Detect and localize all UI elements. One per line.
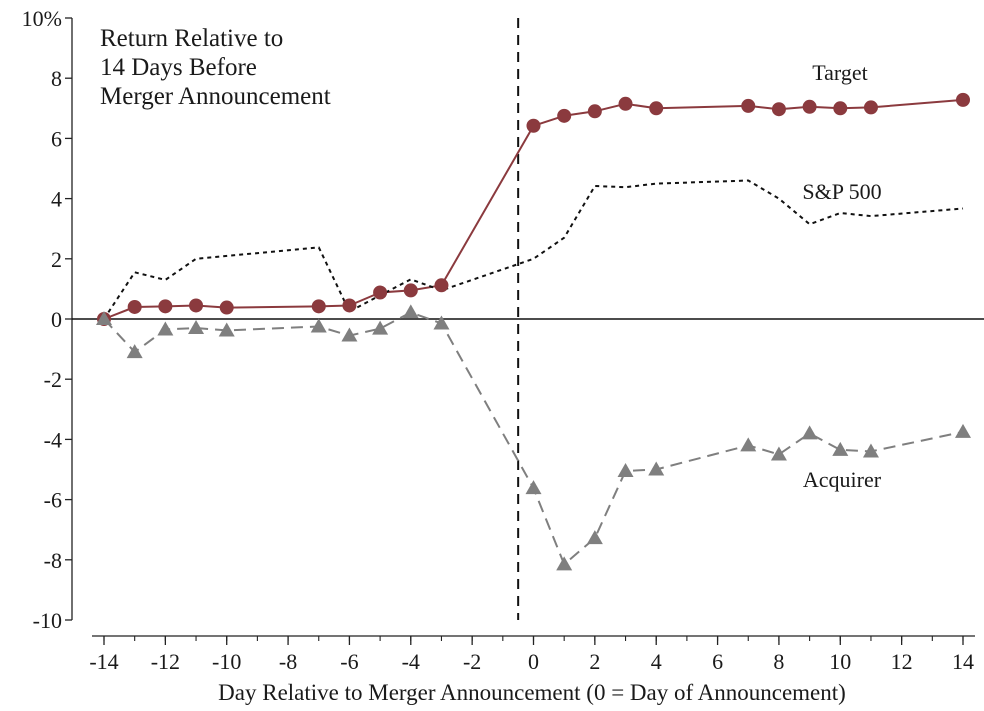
target-point: [802, 99, 817, 114]
target-point: [342, 298, 357, 313]
labels: Return Relative to 14 Days Before Merger A…: [100, 25, 882, 705]
acquirer-point: [801, 425, 818, 440]
y-tick-label: -2: [44, 367, 62, 392]
y-tick-label: 6: [51, 126, 62, 151]
acquirer-point: [740, 437, 757, 452]
acquirer-point: [770, 446, 787, 461]
target-point: [649, 101, 664, 116]
target-point: [189, 298, 204, 313]
target-point: [587, 104, 602, 119]
target-point: [956, 92, 970, 107]
target-point: [863, 100, 878, 115]
acquirer-line: [103, 311, 964, 566]
acquirer-point: [525, 480, 542, 495]
acquirer-point: [832, 441, 849, 456]
x-tick-label: -6: [340, 649, 358, 674]
y-tick-label: 4: [51, 187, 62, 212]
acquirer-point: [556, 556, 573, 571]
series-markers: [96, 92, 971, 571]
acquirer-point: [96, 311, 112, 325]
series-label: S&P 500: [802, 179, 881, 204]
chart-annotation-line: Return Relative to: [100, 25, 283, 52]
y-tick-label: -4: [44, 427, 62, 452]
y-tick-label: -8: [44, 548, 62, 573]
x-tick-label: -2: [463, 649, 481, 674]
x-tick-label: 8: [773, 649, 784, 674]
target-point: [526, 118, 541, 133]
y-tick-label: 10%: [22, 6, 62, 31]
x-tick-label: 6: [712, 649, 723, 674]
target-point: [127, 299, 142, 314]
series-label: Acquirer: [803, 467, 882, 492]
target-point: [158, 299, 173, 314]
x-tick-label: 4: [651, 649, 662, 674]
x-tick-label: 2: [589, 649, 600, 674]
x-tick-label: -8: [279, 649, 297, 674]
x-tick-label: -14: [89, 649, 118, 674]
x-tick-label: -12: [151, 649, 180, 674]
target-point: [771, 102, 786, 117]
target-point: [833, 101, 848, 116]
acquirer-point: [955, 423, 971, 438]
x-tick-label: 12: [891, 649, 913, 674]
acquirer-point: [648, 461, 665, 476]
axes: -10 -8 -6 -4 -2 0 2 4 6 8 10% -14 -12 -10 -8 -6 -4 -2 0 2 4 6…: [22, 6, 984, 674]
chart-annotation-line: 14 Days Before: [100, 54, 257, 81]
acquirer-point: [126, 344, 143, 359]
acquirer-point: [188, 320, 205, 335]
series-label: Target: [812, 60, 867, 85]
acquirer-point: [157, 321, 174, 336]
acquirer-point: [586, 530, 603, 545]
x-tick-label: 14: [952, 649, 974, 674]
acquirer-point: [862, 443, 879, 458]
x-tick-label: 0: [528, 649, 539, 674]
acquirer-point: [218, 322, 235, 337]
y-tick-label: 8: [51, 66, 62, 91]
target-point: [373, 285, 388, 300]
target-point: [403, 283, 418, 298]
acquirer-point: [402, 304, 419, 319]
s-p-500-line: [103, 179, 964, 320]
x-tick-label: 10: [829, 649, 851, 674]
target-point: [219, 300, 234, 315]
acquirer-point: [372, 320, 389, 335]
chart-annotation: Return Relative to 14 Days Before Merger A…: [100, 25, 331, 110]
target-point: [311, 299, 326, 314]
target-point: [434, 278, 449, 293]
chart-annotation-line: Merger Announcement: [100, 83, 331, 110]
acquirer-point: [433, 315, 450, 330]
target-point: [741, 98, 756, 113]
target-point: [618, 96, 633, 111]
target-point: [557, 108, 572, 123]
y-tick-label: -10: [33, 608, 62, 633]
acquirer-point: [310, 318, 327, 333]
series-lines: [103, 98, 964, 566]
x-axis-title: Day Relative to Merger Announcement (0 =…: [218, 680, 846, 705]
y-tick-label: -6: [44, 488, 62, 513]
y-tick-label: 0: [51, 307, 62, 332]
y-tick-label: 2: [51, 247, 62, 272]
acquirer-point: [617, 463, 634, 478]
target-line: [103, 98, 964, 320]
acquirer-point: [341, 327, 358, 342]
x-tick-label: -4: [402, 649, 420, 674]
x-tick-label: -10: [212, 649, 241, 674]
